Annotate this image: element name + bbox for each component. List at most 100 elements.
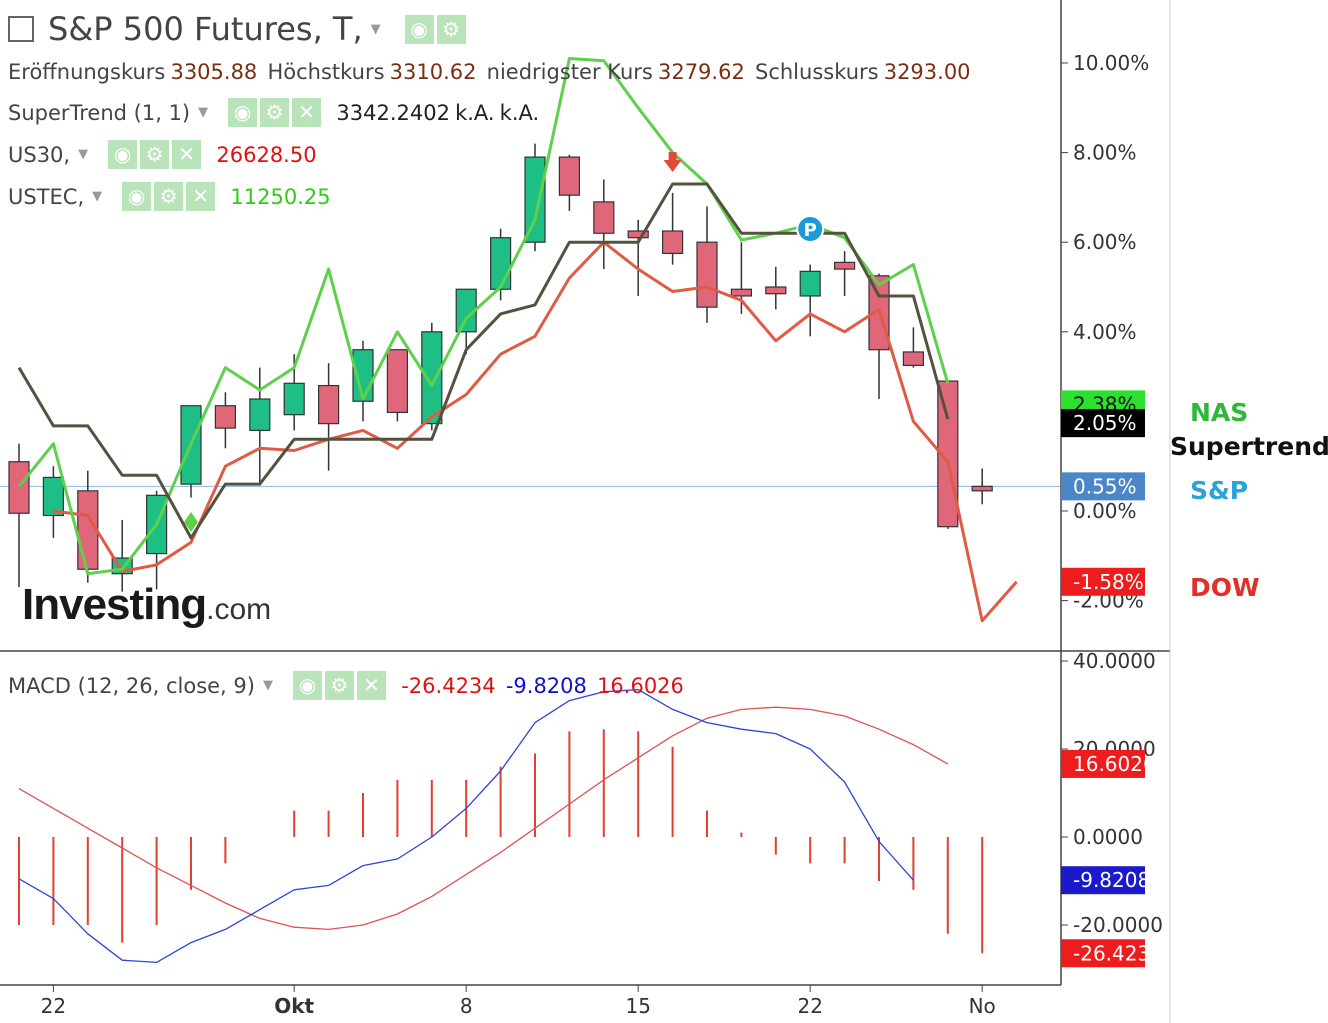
macd-hist-badge [1061,939,1145,968]
bear-candle [971,485,993,492]
supertrend-value-3: k.A. [499,100,540,125]
ustec-value: 11250.25 [230,184,331,209]
nas-side-label: NAS [1190,398,1249,427]
x-tick-label: 22 [797,994,822,1018]
supertrend-value: 3342.2402 [336,100,450,125]
gear-icon[interactable]: ⚙ [324,671,354,700]
us30-legend[interactable]: US30, ▼ ◉ ⚙ ✕ 26628.50 [8,140,317,169]
close-icon[interactable]: ✕ [356,671,386,700]
macd-signal-value: 16.6026 [597,673,684,698]
us30-label: US30, [8,142,71,167]
close-value: 3293.00 [883,60,971,84]
logo-text: Investing [22,580,207,629]
bull-candle [490,237,512,290]
close-icon[interactable]: ✕ [186,182,216,211]
x-tick-label: 15 [625,994,650,1018]
bear-candle [627,230,649,239]
gear-icon[interactable]: ⚙ [436,14,466,44]
eye-icon[interactable]: ◉ [108,140,138,169]
eye-icon[interactable]: ◉ [292,671,322,700]
page-title: S&P 500 Futures, T, [48,10,363,48]
bear-candle [661,230,684,254]
macd-hist-badge-text: -26.4234 [1073,941,1163,965]
sp-side-label: S&P [1190,476,1249,505]
bear-candle [214,405,236,429]
chevron-down-icon[interactable]: ▼ [370,21,381,37]
bull-candle [524,156,546,243]
x-tick-label: No [969,994,996,1018]
x-tick-label: 8 [460,994,473,1018]
dow-value-badge-text: -1.58% [1073,570,1144,594]
gear-icon[interactable]: ⚙ [260,98,290,127]
supertrend-value-badge [1061,409,1145,438]
close-label: Schlusskurs [754,60,879,84]
sell-signal-arrow [663,152,682,172]
bull-candle [352,349,374,402]
sp-value-badge-text: 0.55% [1073,474,1137,498]
macd-y-tick-label: -20.0000 [1073,913,1163,937]
low-label: niedrigster Kurs [486,60,653,84]
macd-signal-badge [1061,749,1145,778]
high-value: 3310.62 [389,60,477,84]
eye-icon[interactable]: ◉ [228,98,258,127]
macd-y-tick-label: 0.0000 [1073,825,1143,849]
price-axes: 10.00%8.00%6.00%4.00%2.00%0.00%-2.00%40.… [0,0,1171,1023]
bear-candle [902,351,925,366]
dow-side-label: DOW [1190,573,1260,602]
bull-candle [799,270,821,297]
dow-value-badge [1061,567,1145,596]
chevron-down-icon[interactable]: ▼ [92,189,103,204]
supertrend-side-label: Supertrend [1170,432,1328,461]
y-tick-label: 0.00% [1073,499,1137,523]
us30-value: 26628.50 [216,142,317,167]
bear-candle [730,288,753,297]
chevron-down-icon[interactable]: ▼ [198,105,209,120]
macd-pane [18,688,984,964]
bear-candle [8,461,30,514]
bear-candle [77,490,99,570]
macd-line [18,688,914,964]
x-tick-label: Okt [274,994,314,1018]
dow-line [53,240,1018,623]
chevron-down-icon[interactable]: ▼ [262,678,273,693]
bull-candle [249,398,271,431]
ohlc-row: Eröffnungskurs 3305.88 Höchstkurs 3310.6… [8,60,971,84]
close-icon[interactable]: ✕ [172,140,202,169]
eye-icon[interactable]: ◉ [404,14,434,44]
bear-candle [765,286,787,295]
high-label: Höchstkurs [267,60,385,84]
x-tick-label: 22 [41,994,66,1018]
gear-icon[interactable]: ⚙ [154,182,184,211]
supertrend-legend[interactable]: SuperTrend (1, 1) ▼ ◉ ⚙ ✕ 3342.2402 k.A. k… [8,98,539,127]
macd-legend[interactable]: MACD (12, 26, close, 9) ▼ ◉ ⚙ ✕ -26.4234 -… [8,671,684,700]
bear-candle [593,201,615,234]
bull-candle [42,476,65,517]
eye-icon[interactable]: ◉ [122,182,152,211]
low-value: 3279.62 [657,60,745,84]
logo-suffix: .com [206,593,272,626]
macd-signal-badge-text: 16.6026 [1073,752,1156,776]
supertrend-label: SuperTrend (1, 1) [8,100,191,125]
bull-candle [283,382,305,416]
ustec-legend[interactable]: USTEC, ▼ ◉ ⚙ ✕ 11250.25 [8,182,331,211]
buy-signal-marker [184,512,198,532]
investing-logo: Investing.com [22,580,271,630]
macd-signal-line [18,706,949,931]
macd-value-badge-text: -9.8208 [1073,868,1150,892]
bear-candle [696,241,718,308]
bear-candle [833,261,856,270]
supertrend-value-badge-text: 2.05% [1073,411,1137,435]
macd-label: MACD (12, 26, close, 9) [8,673,255,698]
macd-y-tick-label: 40.0000 [1073,649,1156,673]
collapse-checkbox-icon[interactable] [8,16,34,42]
close-icon[interactable]: ✕ [292,98,322,127]
chevron-down-icon[interactable]: ▼ [78,147,89,162]
bear-candle [318,384,340,425]
macd-value: -9.8208 [505,673,587,698]
symbol-header: S&P 500 Futures, T, ▼ ◉ ⚙ [8,10,466,48]
supertrend-value-2: k.A. [455,100,495,125]
gear-icon[interactable]: ⚙ [140,140,170,169]
sp-value-badge [1061,472,1145,501]
open-label: Eröffnungskurs [8,60,166,84]
